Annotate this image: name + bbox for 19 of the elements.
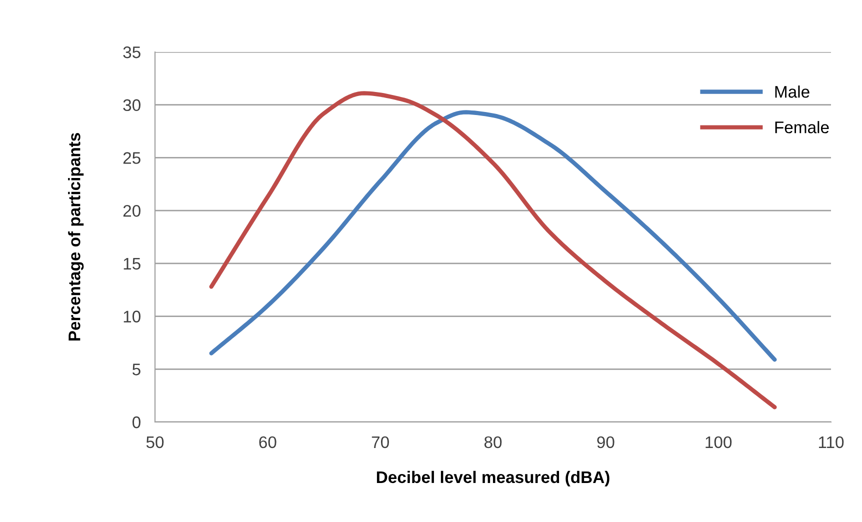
x-tick-label: 80: [484, 436, 502, 448]
legend-label: Female: [775, 121, 829, 134]
x-tick-label: 60: [259, 436, 276, 448]
legend-label: Male: [775, 86, 810, 98]
x-tick-label: 110: [818, 436, 844, 448]
x-tick-label: 50: [146, 436, 164, 448]
y-tick-label: 5: [132, 364, 140, 376]
x-axis-title: Decibel level measured (dBA): [376, 470, 610, 486]
y-tick-label: 15: [124, 258, 140, 270]
x-tick-label: 100: [706, 436, 732, 448]
y-tick-label: 0: [132, 416, 140, 428]
y-tick-label: 25: [123, 152, 140, 164]
y-tick-label: 35: [123, 46, 140, 58]
x-tick-label: 70: [372, 436, 389, 448]
y-tick-label: 10: [124, 310, 140, 322]
y-tick-label: 30: [123, 99, 140, 112]
y-axis-title: Percentage of participants: [68, 133, 84, 341]
x-tick-label: 90: [597, 436, 614, 448]
y-tick-label: 20: [123, 204, 140, 217]
